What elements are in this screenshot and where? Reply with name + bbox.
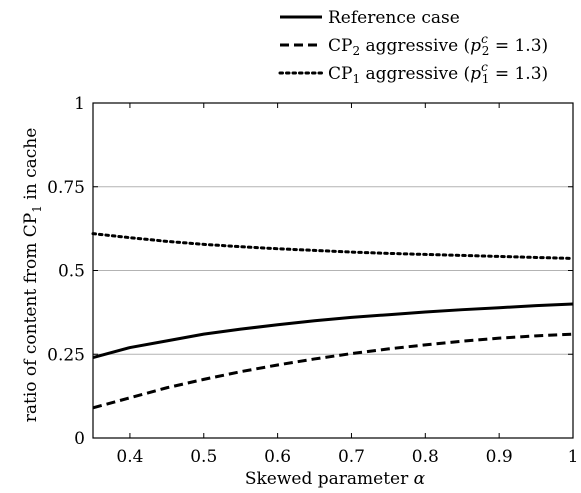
legend-label-cp1: CP1 aggressive (pc 1 = 1.3) xyxy=(328,60,548,86)
series-line-cp2 xyxy=(92,332,574,410)
legend-label-cp2: CP2 aggressive (pc 2 = 1.3) xyxy=(328,32,548,58)
x-tick-label: 0.6 xyxy=(264,447,291,467)
y-axis-label: ratio of content from CP1 in cache xyxy=(21,128,44,423)
legend-label-reference: Reference case xyxy=(328,8,460,28)
y-tick-label: 1 xyxy=(74,94,85,114)
x-tick-label: 1 xyxy=(568,447,579,467)
x-axis-label: Skewed parameter α xyxy=(245,469,426,489)
y-tick-label: 0.5 xyxy=(58,262,85,282)
y-tick-label: 0.75 xyxy=(47,178,85,198)
x-tick-label: 0.9 xyxy=(486,447,513,467)
y-tick-label: 0.25 xyxy=(47,345,85,365)
x-tick-label: 0.7 xyxy=(338,447,365,467)
y-tick-label: 0 xyxy=(74,429,85,449)
axis-ticks: 0 0.25 0.5 0.75 1 0.4 0.5 0.6 0.7 0.8 0.9 1 xyxy=(47,94,578,467)
x-tick-label: 0.5 xyxy=(190,447,217,467)
x-tick-label: 0.4 xyxy=(116,447,143,467)
series-layer xyxy=(91,232,575,410)
legend: Reference case CP2 aggressive (pc 2 = 1.3… xyxy=(278,8,548,86)
x-tick-label: 0.8 xyxy=(412,447,439,467)
series-line-reference xyxy=(92,302,574,360)
series-line-cp1 xyxy=(91,232,575,260)
